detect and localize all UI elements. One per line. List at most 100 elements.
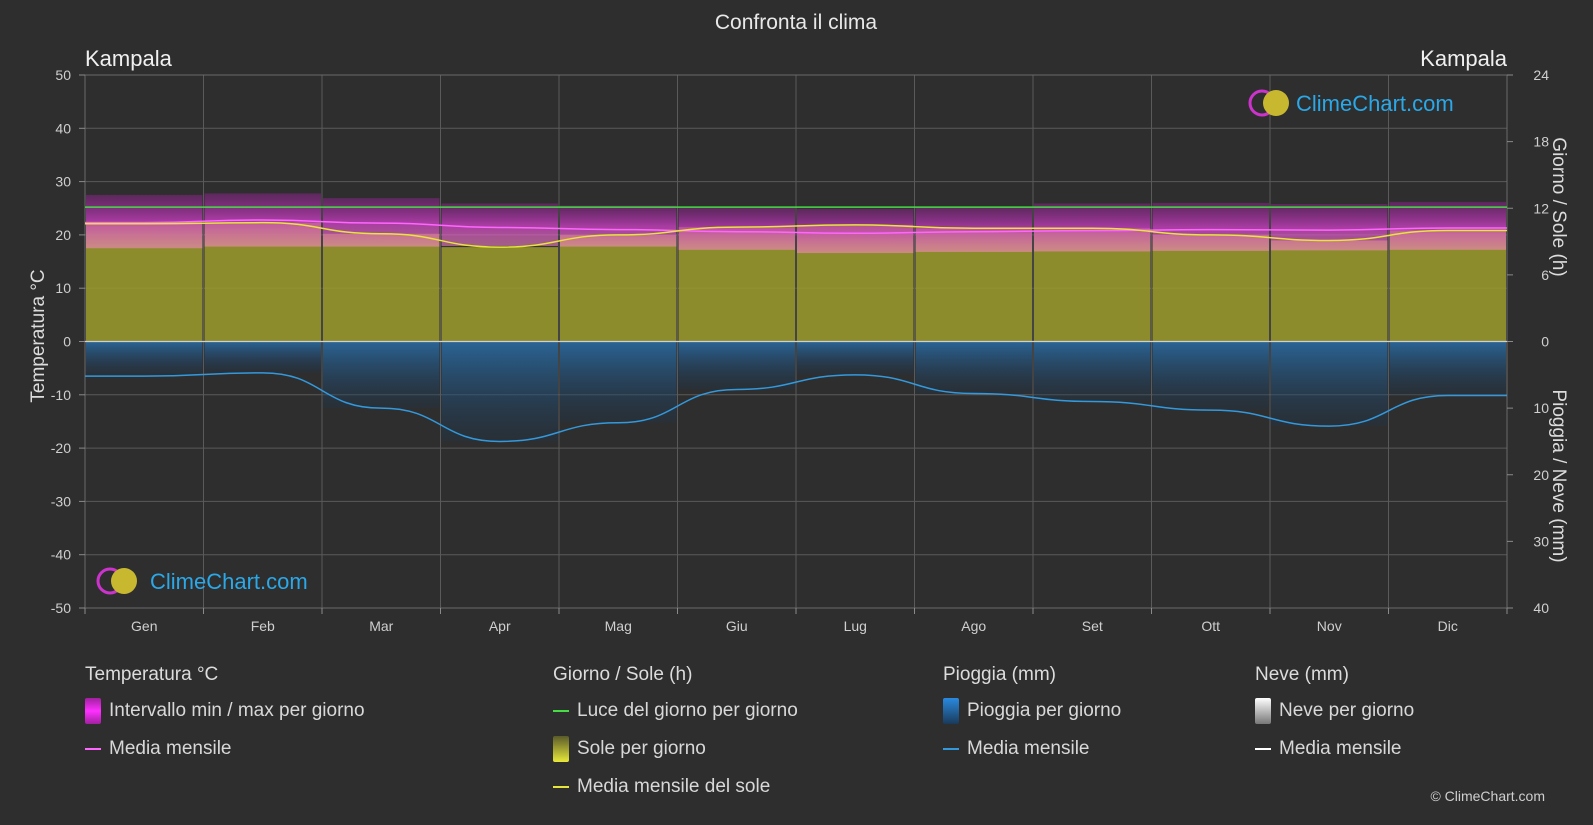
- left-tick-label: 50: [55, 67, 71, 83]
- series-lines: [84, 206, 1507, 443]
- axes: 50 40 30 20 10 0 -10 -20 -30 -40 -50 24 18 12 6 0 10 20 30…: [51, 67, 1549, 634]
- legend-swatch: [943, 748, 959, 750]
- right-top-tick-label: 24: [1533, 67, 1549, 83]
- temperature-mean-line: [85, 219, 1507, 235]
- rain-mean-line: [84, 372, 1507, 443]
- legend-label: Intervallo min / max per giorno: [109, 700, 365, 721]
- temperature-range-bar: [1389, 201, 1506, 250]
- location-right: Kampala: [1420, 46, 1508, 71]
- legend-item: Media mensile: [1255, 736, 1414, 762]
- sun-bar: [1271, 240, 1388, 342]
- legend-item: Neve per giorno: [1255, 698, 1414, 724]
- x-tick-label: Apr: [489, 618, 511, 634]
- rain-bar: [86, 341, 203, 377]
- rain-bar: [915, 341, 1032, 394]
- rain-bar: [323, 341, 440, 409]
- brand-text-top: ClimeChart.com: [1296, 91, 1454, 116]
- temperature-range-bar: [1152, 202, 1269, 251]
- rain-bar: [560, 341, 677, 423]
- legend-item: Media mensile: [85, 736, 365, 762]
- legend-swatch: [85, 748, 101, 750]
- rain-bar: [1271, 341, 1388, 427]
- legend-swatch: [1255, 748, 1271, 750]
- right-bottom-axis-label: Pioggia / Neve (mm): [1548, 389, 1569, 562]
- legend-swatch: [85, 698, 101, 724]
- copyright: © ClimeChart.com: [1430, 788, 1545, 804]
- sun-mean-line: [84, 221, 1507, 248]
- legend-label: Media mensile: [109, 738, 232, 759]
- location-left: Kampala: [85, 46, 173, 71]
- legend-rain: Pioggia (mm) Pioggia per giorno Media me…: [943, 664, 1121, 774]
- rain-bar: [797, 341, 914, 375]
- rain-bar: [678, 341, 795, 390]
- left-tick-label: -20: [51, 440, 71, 456]
- sun-bar: [1152, 234, 1269, 342]
- right-top-axis-label: Giorno / Sole (h): [1548, 137, 1569, 276]
- legend-swatch: [553, 786, 569, 788]
- legend-snow: Neve (mm) Neve per giorno Media mensile: [1255, 664, 1414, 774]
- legend-label: Media mensile: [967, 738, 1090, 759]
- legend-label: Sole per giorno: [577, 738, 706, 759]
- temperature-range-bars: [86, 193, 1506, 254]
- legend-temperature: Temperatura °C Intervallo min / max per …: [85, 664, 365, 774]
- left-tick-label: 30: [55, 174, 71, 190]
- legend-label: Media mensile: [1279, 738, 1402, 759]
- brand-text-bottom: ClimeChart.com: [150, 569, 308, 594]
- rain-bar: [1389, 341, 1506, 396]
- x-tick-label: Ago: [961, 618, 986, 634]
- x-tick-label: Lug: [844, 618, 867, 634]
- legend-swatch: [943, 698, 959, 724]
- legend-swatch: [1255, 698, 1271, 724]
- chart-title: Confronta il clima: [715, 11, 878, 34]
- right-top-tick-label: 18: [1533, 134, 1549, 150]
- right-top-tick-label: 0: [1541, 334, 1549, 350]
- legend-title: Neve (mm): [1255, 664, 1349, 685]
- left-tick-label: 20: [55, 227, 71, 243]
- brand-logo-bottom: ClimeChart.com: [96, 567, 308, 595]
- left-tick-label: -30: [51, 493, 71, 509]
- left-tick-label: 10: [55, 280, 71, 296]
- x-tick-label: Mar: [369, 618, 393, 634]
- x-tick-label: Ott: [1201, 618, 1220, 634]
- temperature-range-bar: [915, 206, 1032, 252]
- left-axis-label: Temperatura °C: [28, 269, 49, 402]
- brand-logo-top: ClimeChart.com: [1248, 89, 1454, 117]
- right-bottom-tick-label: 40: [1533, 600, 1549, 616]
- legend-sun: Giorno / Sole (h) Luce del giorno per gi…: [553, 664, 798, 812]
- legend-label: Media mensile del sole: [577, 776, 771, 797]
- right-top-tick-label: 6: [1541, 267, 1549, 283]
- temperature-range-bar: [797, 208, 914, 254]
- right-bottom-tick-label: 30: [1533, 533, 1549, 549]
- legend-item: Media mensile: [943, 736, 1121, 762]
- legend-title: Pioggia (mm): [943, 664, 1056, 685]
- rain-bar: [204, 341, 321, 373]
- right-top-tick-label: 12: [1533, 200, 1549, 216]
- rain-bars: [86, 341, 1506, 442]
- temperature-range-bar: [1034, 203, 1151, 252]
- x-tick-label: Giu: [726, 618, 748, 634]
- legend-item: Sole per giorno: [553, 736, 798, 762]
- x-tick-label: Mag: [605, 618, 632, 634]
- x-tick-label: Nov: [1317, 618, 1342, 634]
- legend-title: Temperatura °C: [85, 664, 219, 685]
- right-bottom-tick-label: 10: [1533, 400, 1549, 416]
- legend-swatch: [553, 710, 569, 712]
- right-bottom-tick-label: 20: [1533, 467, 1549, 483]
- rain-bar: [1034, 341, 1151, 402]
- x-tick-label: Set: [1082, 618, 1103, 634]
- x-tick-label: Feb: [251, 618, 275, 634]
- x-tick-label: Dic: [1438, 618, 1458, 634]
- legend-item: Intervallo min / max per giorno: [85, 698, 365, 724]
- left-tick-label: 0: [63, 334, 71, 350]
- logo-sun-icon: [1263, 90, 1289, 116]
- legend-item: Pioggia per giorno: [943, 698, 1121, 724]
- legend-label: Luce del giorno per giorno: [577, 700, 798, 721]
- x-tick-label: Gen: [131, 618, 157, 634]
- temperature-range-bar: [441, 203, 558, 247]
- rain-bar: [1152, 341, 1269, 411]
- left-tick-label: 40: [55, 120, 71, 136]
- temperature-range-bar: [1271, 203, 1388, 251]
- logo-sun-icon: [111, 568, 137, 594]
- legend-title: Giorno / Sole (h): [553, 664, 693, 685]
